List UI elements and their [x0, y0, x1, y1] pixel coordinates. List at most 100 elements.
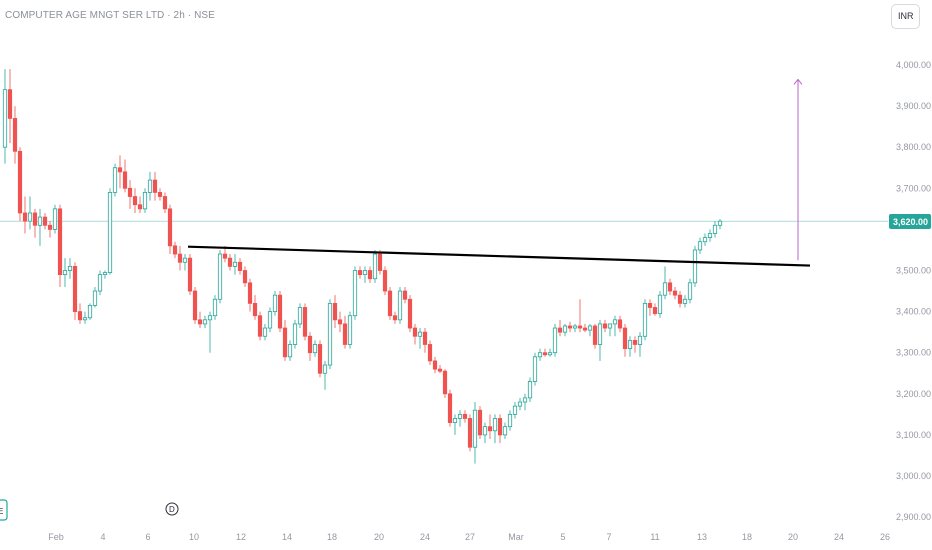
- candle-body-down: [432, 360, 438, 370]
- candle-body-up: [697, 241, 703, 251]
- candle-body-down: [137, 204, 143, 210]
- price-axis[interactable]: 4,000.00 3,900.00 3,800.00 3,700.00 3,500.00…: [896, 60, 931, 522]
- candle-body-up: [52, 208, 58, 230]
- target-arrow[interactable]: [793, 78, 803, 261]
- chart-title: COMPUTER AGE MNGT SER LTD · 2h · NSE: [5, 10, 215, 21]
- candle: [567, 321, 573, 333]
- candle: [692, 245, 698, 287]
- candle: [422, 328, 428, 353]
- x-tick-label: 12: [236, 532, 246, 542]
- dividend-marker[interactable]: D: [165, 502, 179, 516]
- x-tick-label: 14: [282, 532, 292, 542]
- candle-body-down: [127, 187, 133, 197]
- candle: [487, 414, 493, 440]
- candle-body-down: [42, 216, 48, 226]
- candle: [392, 311, 398, 324]
- candle-body-up: [417, 331, 423, 337]
- candle: [597, 319, 603, 361]
- candle-body-up: [537, 352, 543, 358]
- candle: [297, 303, 303, 329]
- candle-body-down: [122, 171, 128, 189]
- candle: [137, 196, 143, 213]
- candle-body-down: [577, 325, 583, 329]
- candle: [52, 204, 58, 234]
- y-tick-label: 3,100.00: [896, 430, 931, 440]
- candle: [287, 340, 293, 361]
- candle: [12, 106, 18, 164]
- candle: [57, 204, 63, 287]
- candle: [452, 414, 458, 435]
- candle: [717, 219, 723, 230]
- candle: [637, 332, 643, 357]
- candle-body-down: [77, 311, 83, 321]
- x-tick-label: 11: [650, 532, 659, 542]
- candle-body-down: [117, 167, 123, 173]
- trendline[interactable]: [187, 245, 811, 267]
- candle-body-down: [7, 89, 13, 119]
- candle: [157, 188, 163, 201]
- candle-body-up: [202, 319, 208, 325]
- candle-body-down: [652, 307, 658, 315]
- candle-body-up: [702, 237, 708, 243]
- candle-body-down: [152, 179, 158, 193]
- candle-body-down: [447, 393, 453, 423]
- candle: [417, 328, 423, 349]
- candle: [547, 348, 553, 357]
- candle: [332, 295, 338, 329]
- candle-body-up: [112, 167, 118, 193]
- candle-body-up: [452, 418, 458, 423]
- candle-body-down: [632, 339, 638, 345]
- time-axis[interactable]: Feb 4 6 10 12 14 18 20 24 27 Mar 5 7 11 13 18 20 24 26: [48, 532, 890, 542]
- candle: [307, 332, 313, 361]
- candle: [382, 266, 388, 296]
- candle: [687, 278, 693, 304]
- candle-body-down: [582, 327, 588, 331]
- candle: [542, 348, 548, 357]
- candle-body-down: [157, 192, 163, 197]
- candle: [497, 414, 503, 444]
- dividend-marker-label: D: [169, 505, 175, 514]
- candle-body-up: [492, 418, 498, 432]
- x-tick-label: 6: [145, 532, 150, 542]
- candle: [242, 266, 248, 287]
- x-tick-label: 7: [606, 532, 611, 542]
- candle-body-down: [252, 302, 258, 317]
- candle: [697, 237, 703, 255]
- candle-body-up: [142, 192, 148, 210]
- candle-body-up: [232, 261, 238, 267]
- candle-body-down: [357, 270, 363, 276]
- candle-body-up: [397, 290, 403, 321]
- candle-body-down: [392, 315, 398, 321]
- candle-body-down: [602, 323, 608, 329]
- candle-body-down: [367, 270, 373, 280]
- candle-body-up: [297, 307, 303, 325]
- candle: [142, 188, 148, 213]
- candle-body-up: [92, 290, 98, 306]
- candle: [92, 286, 98, 308]
- candle-body-down: [307, 335, 313, 354]
- currency-button[interactable]: INR: [891, 4, 920, 29]
- candle-body-down: [57, 208, 63, 276]
- candle: [427, 340, 433, 366]
- candle: [97, 270, 103, 296]
- earnings-marker[interactable]: E: [0, 499, 8, 521]
- candle: [232, 254, 238, 275]
- candle-body-down: [617, 319, 623, 329]
- candles-layer: [2, 69, 723, 464]
- candle: [252, 295, 258, 320]
- candle-body-down: [467, 418, 473, 448]
- candle-body-up: [607, 323, 613, 329]
- candle-body-up: [67, 265, 73, 271]
- candle-body-down: [242, 270, 248, 284]
- candle: [237, 258, 243, 275]
- candle: [667, 278, 673, 296]
- candle-body-down: [567, 325, 573, 329]
- candle: [372, 249, 378, 283]
- candle-body-up: [552, 327, 558, 354]
- candle: [72, 262, 78, 320]
- candle: [507, 410, 513, 431]
- candle-body-down: [647, 302, 653, 308]
- candle-body-down: [487, 426, 493, 432]
- candle-body-up: [597, 323, 603, 345]
